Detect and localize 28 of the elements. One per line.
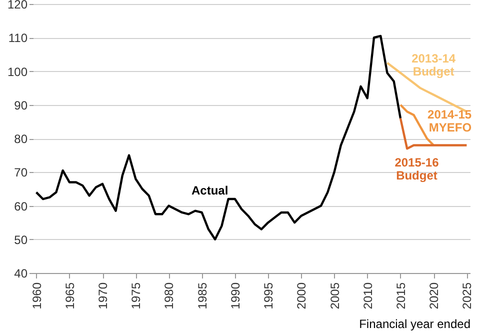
- x-axis-title: Financial year ended: [359, 317, 470, 332]
- y-tick-label: 110: [8, 31, 28, 46]
- y-tick-label: 70: [14, 166, 28, 180]
- x-tick-label: 2005: [328, 282, 342, 310]
- x-tick-label: 1970: [96, 282, 110, 310]
- y-tick-label: 40: [14, 266, 28, 280]
- x-tick-label: 2025: [460, 282, 474, 310]
- x-tick-label: 2000: [294, 282, 309, 310]
- x-tick-label: 1985: [195, 282, 210, 310]
- y-tick-label: 50: [14, 232, 28, 247]
- x-tick-label: 1965: [62, 282, 77, 310]
- y-tick-label: 80: [14, 132, 28, 146]
- x-tick-label: 1980: [162, 282, 176, 310]
- series-label: 2014-15 MYEFO: [428, 108, 472, 135]
- x-tick-label: 2015: [394, 282, 408, 310]
- x-tick-label: 1995: [262, 282, 276, 310]
- series-label: Actual: [191, 183, 228, 198]
- x-tick-label: 1975: [129, 282, 144, 310]
- x-tick-label: 2020: [427, 282, 442, 310]
- series-label: 2013-14 Budget: [412, 51, 456, 78]
- y-tick-label: 120: [7, 0, 28, 12]
- x-tick-label: 1960: [30, 282, 44, 310]
- x-tick-label: 2010: [360, 282, 375, 310]
- series-label: 2015-16 Budget: [394, 156, 440, 183]
- x-tick-label: 1990: [228, 282, 242, 310]
- y-tick-label: 90: [14, 98, 28, 112]
- y-tick-label: 100: [7, 64, 28, 79]
- y-tick-label: 60: [14, 199, 28, 214]
